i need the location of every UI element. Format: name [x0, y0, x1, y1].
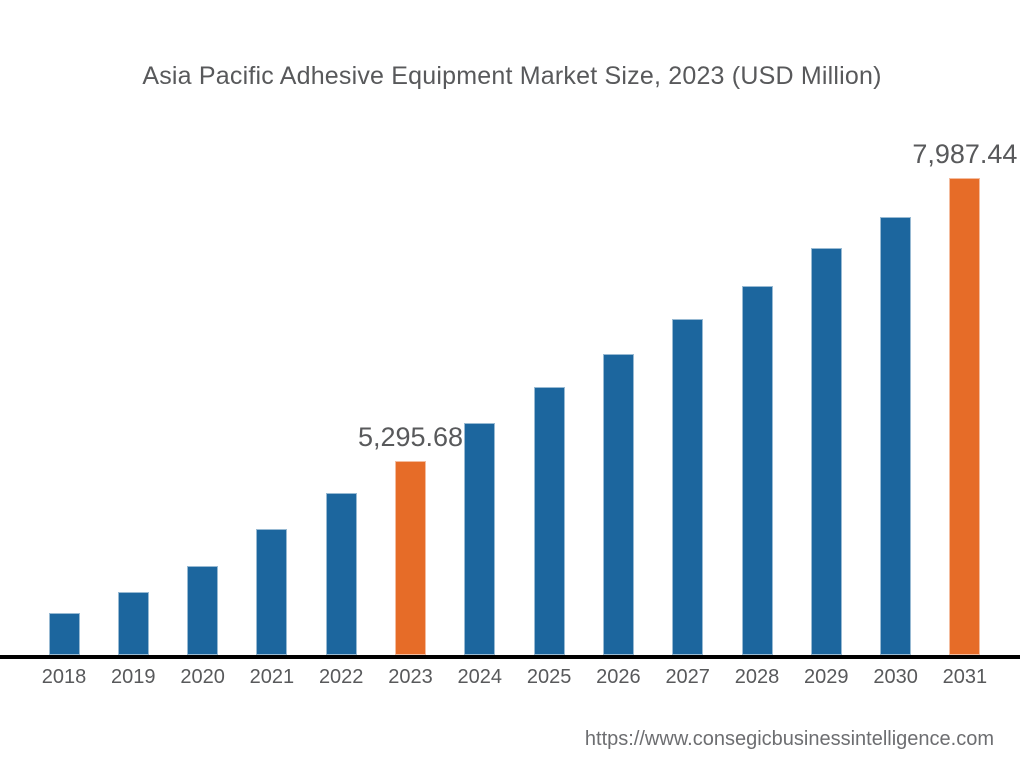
- x-axis-tick-label-2020: 2020: [180, 666, 225, 688]
- bar-2023: [395, 461, 426, 655]
- x-axis-tick-label-2021: 2021: [249, 666, 295, 688]
- x-axis-tick-label-2024: 2024: [457, 666, 503, 688]
- bar-2019: [117, 592, 149, 655]
- x-axis-tick-label-2026: 2026: [596, 666, 641, 688]
- bar-2031: [949, 178, 981, 655]
- x-axis-tick-label-2028: 2028: [734, 666, 780, 688]
- bar-2027: [672, 319, 704, 655]
- chart-title: Asia Pacific Adhesive Equipment Market S…: [142, 62, 882, 90]
- x-axis-tick-label-2023: 2023: [388, 666, 433, 688]
- bar-2024: [464, 423, 496, 655]
- x-axis-tick-label-2019: 2019: [111, 666, 156, 688]
- bar-2030: [880, 217, 912, 655]
- bar-2018: [48, 613, 80, 655]
- bar-2028: [741, 286, 773, 655]
- bar-2020: [187, 566, 219, 655]
- x-axis-tick-label-2030: 2030: [873, 666, 918, 688]
- data-label-2031: 7,987.44: [912, 139, 1018, 169]
- x-axis-tick-label-2027: 2027: [665, 666, 710, 688]
- bar-2022: [325, 493, 357, 655]
- bar-2029: [810, 248, 842, 655]
- x-axis-tick-label-2025: 2025: [526, 666, 572, 688]
- source-url: https://www.consegicbusinessintelligence…: [584, 728, 994, 750]
- x-axis-tick-label-2031: 2031: [942, 666, 988, 688]
- bar-2025: [533, 387, 565, 655]
- x-axis-tick-label-2022: 2022: [318, 666, 364, 688]
- x-axis-tick-label-2029: 2029: [804, 666, 849, 688]
- x-axis-line: [0, 655, 1020, 659]
- bar-2026: [602, 354, 634, 655]
- data-label-2023: 5,295.68: [357, 422, 464, 452]
- x-axis-tick-label-2018: 2018: [41, 666, 87, 688]
- bar-2021: [256, 529, 288, 655]
